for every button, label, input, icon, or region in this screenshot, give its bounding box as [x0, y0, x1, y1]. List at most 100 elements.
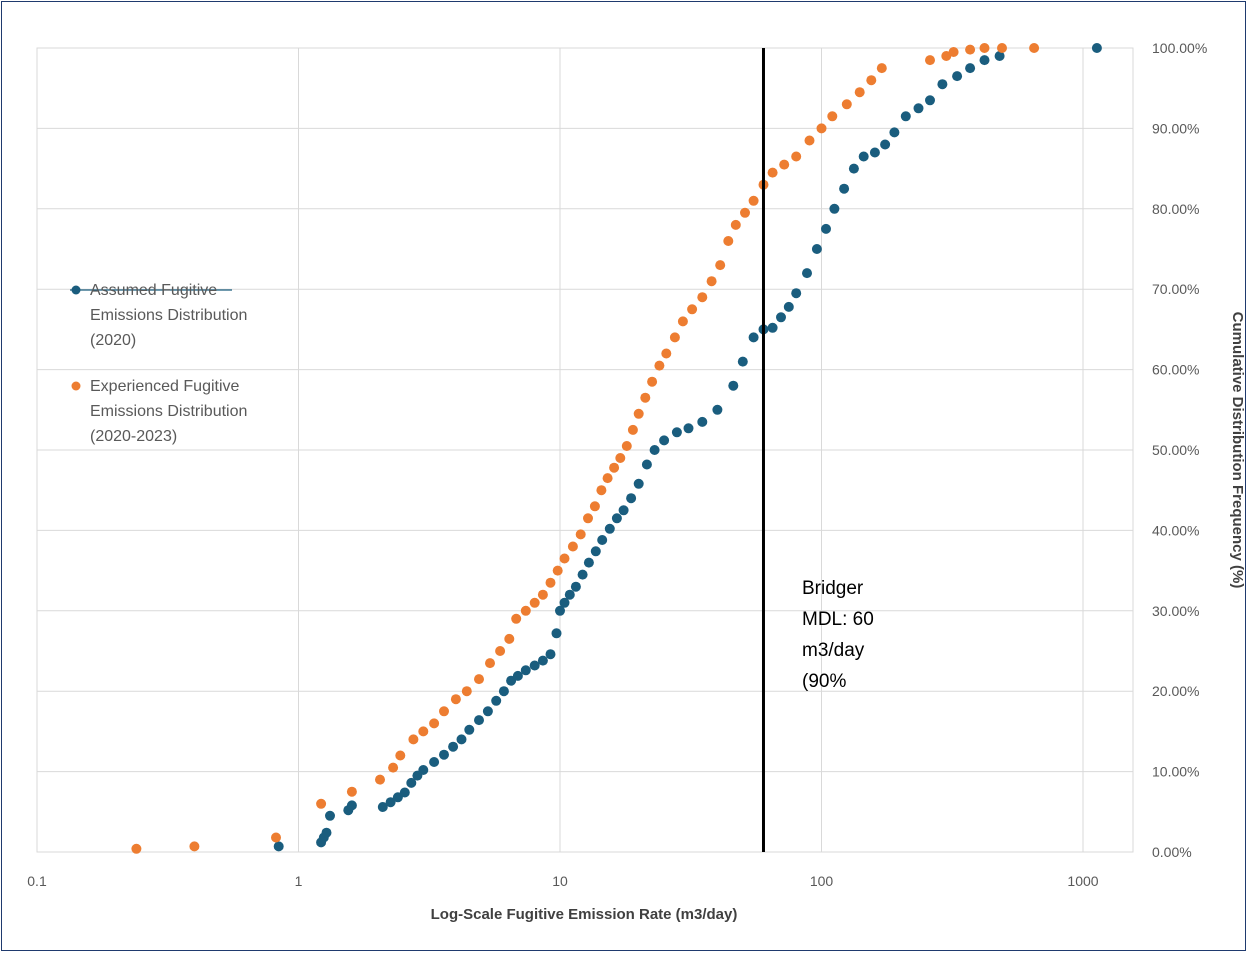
- data-point: [538, 656, 548, 666]
- data-point: [451, 694, 461, 704]
- series-1: [274, 43, 1102, 851]
- data-point: [728, 381, 738, 391]
- data-point: [628, 425, 638, 435]
- y-tick-label: 80.00%: [1152, 201, 1199, 217]
- data-point: [316, 799, 326, 809]
- data-point: [697, 417, 707, 427]
- data-point: [553, 566, 563, 576]
- data-point: [839, 184, 849, 194]
- data-point: [375, 775, 385, 785]
- data-point: [707, 276, 717, 286]
- legend-label: Experienced Fugitive: [90, 378, 240, 395]
- data-point: [914, 103, 924, 113]
- x-tick-label: 100: [810, 873, 834, 889]
- data-point: [530, 598, 540, 608]
- data-point: [640, 393, 650, 403]
- data-point: [495, 646, 505, 656]
- x-tick-label: 0.1: [27, 873, 47, 889]
- data-point: [670, 332, 680, 342]
- y-tick-label: 50.00%: [1152, 442, 1199, 458]
- series-2: [131, 43, 1039, 854]
- data-point: [464, 725, 474, 735]
- data-point: [590, 501, 600, 511]
- data-point: [609, 463, 619, 473]
- data-point: [448, 742, 458, 752]
- data-point: [791, 152, 801, 162]
- data-point: [560, 554, 570, 564]
- data-point: [791, 288, 801, 298]
- mdl-annotation: BridgerMDL: 60m3/day(90%: [802, 578, 874, 692]
- data-point: [474, 674, 484, 684]
- data-point: [842, 99, 852, 109]
- data-point: [802, 268, 812, 278]
- data-point: [740, 208, 750, 218]
- data-point: [965, 45, 975, 55]
- y-tick-label: 90.00%: [1152, 120, 1199, 136]
- data-point: [723, 236, 733, 246]
- data-point: [779, 160, 789, 170]
- x-tick-label: 1: [295, 873, 303, 889]
- data-point: [687, 304, 697, 314]
- x-axis-title: Log-Scale Fugitive Emission Rate (m3/day…: [431, 906, 738, 923]
- data-point: [521, 606, 531, 616]
- data-point: [672, 427, 682, 437]
- data-point: [408, 734, 418, 744]
- data-point: [1092, 43, 1102, 53]
- y-axis-title: Cumulative Distribution Frequency (%): [1229, 312, 1246, 589]
- legend-label: Assumed Fugitive: [90, 282, 217, 299]
- data-point: [776, 312, 786, 322]
- data-point: [889, 127, 899, 137]
- data-point: [650, 445, 660, 455]
- data-point: [596, 485, 606, 495]
- data-point: [880, 140, 890, 150]
- data-point: [715, 260, 725, 270]
- data-point: [659, 435, 669, 445]
- data-point: [499, 686, 509, 696]
- data-point: [855, 87, 865, 97]
- data-point: [749, 332, 759, 342]
- y-tick-label: 10.00%: [1152, 764, 1199, 780]
- data-point: [817, 123, 827, 133]
- data-point: [980, 43, 990, 53]
- annotation-line: MDL: 60: [802, 609, 874, 630]
- annotation-line: m3/day: [802, 640, 865, 661]
- data-point: [429, 718, 439, 728]
- data-point: [504, 634, 514, 644]
- data-point: [859, 152, 869, 162]
- data-point: [325, 811, 335, 821]
- data-point: [462, 686, 472, 696]
- data-point: [552, 628, 562, 638]
- data-point: [418, 765, 428, 775]
- data-point: [576, 529, 586, 539]
- data-point: [597, 535, 607, 545]
- data-point: [626, 493, 636, 503]
- data-point: [634, 479, 644, 489]
- data-point: [749, 196, 759, 206]
- data-point: [965, 63, 975, 73]
- data-point: [870, 148, 880, 158]
- data-point: [274, 841, 284, 851]
- data-point: [784, 302, 794, 312]
- data-point: [578, 570, 588, 580]
- data-point: [538, 590, 548, 600]
- grid: [37, 48, 1133, 852]
- annotation-line: (90%: [802, 671, 846, 692]
- data-point: [189, 841, 199, 851]
- data-point: [949, 47, 959, 57]
- data-point: [347, 787, 357, 797]
- data-point: [654, 361, 664, 371]
- data-point: [619, 505, 629, 515]
- data-point: [322, 828, 332, 838]
- data-point: [429, 757, 439, 767]
- data-point: [485, 658, 495, 668]
- data-point: [615, 453, 625, 463]
- data-point: [395, 751, 405, 761]
- y-tick-label: 0.00%: [1152, 844, 1192, 860]
- data-point: [925, 95, 935, 105]
- data-point: [877, 63, 887, 73]
- data-point: [511, 614, 521, 624]
- x-tick-label: 1000: [1067, 873, 1098, 889]
- data-point: [546, 649, 556, 659]
- legend-label: Emissions Distribution: [90, 403, 247, 420]
